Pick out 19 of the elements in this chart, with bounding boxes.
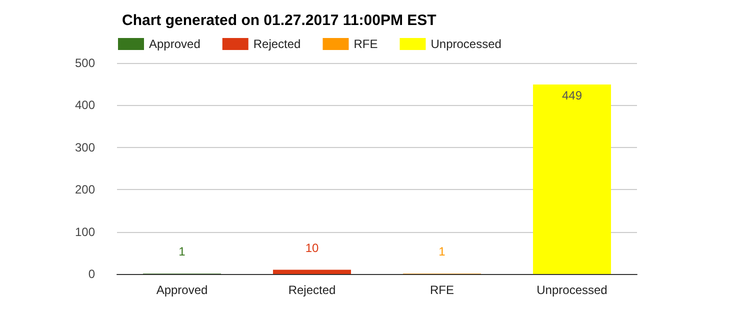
x-tick-label: Approved (156, 283, 208, 297)
x-tick-label: Unprocessed (536, 283, 608, 297)
legend-label: RFE (354, 37, 378, 51)
y-tick-label: 0 (88, 267, 96, 281)
legend-label: Rejected (253, 37, 301, 51)
x-tick-label: Rejected (288, 283, 336, 297)
x-tick-label: RFE (430, 283, 454, 297)
y-tick-label: 500 (74, 56, 96, 70)
y-tick-label: 200 (74, 182, 96, 197)
legend-label: Approved (149, 37, 200, 51)
legend-label: Unprocessed (430, 37, 502, 51)
y-tick-label: 400 (74, 98, 96, 112)
data-label: 1 (178, 244, 186, 259)
data-label: 1 (438, 244, 446, 259)
data-label: 449 (562, 88, 582, 103)
y-tick-label: 300 (74, 140, 96, 154)
data-label: 10 (305, 240, 319, 255)
chart-title: Chart generated on 01.27.2017 11:00PM EST (122, 12, 436, 29)
y-tick-label: 100 (74, 224, 96, 239)
